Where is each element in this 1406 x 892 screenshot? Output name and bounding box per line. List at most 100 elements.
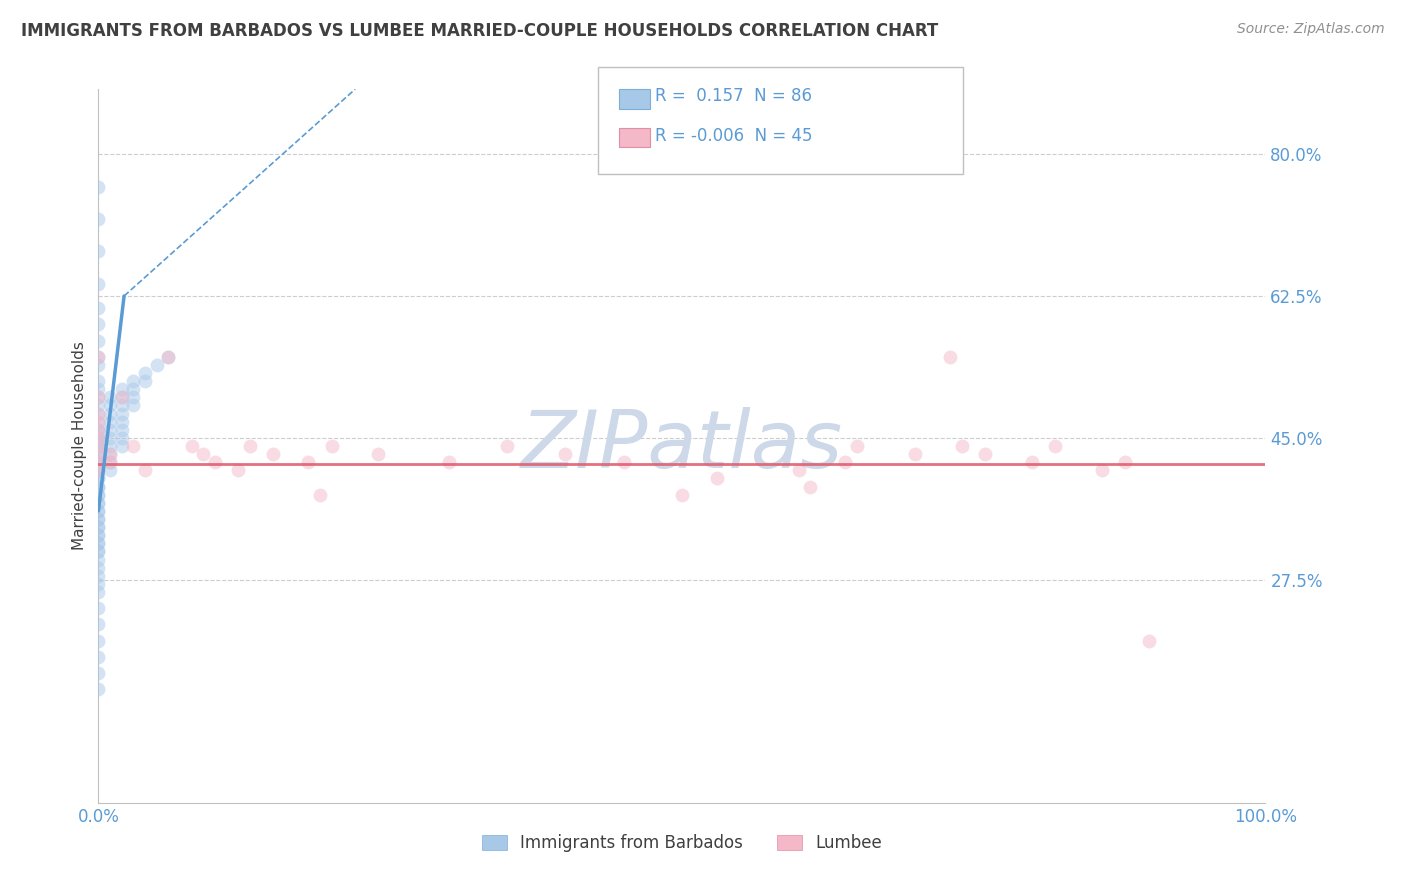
Point xyxy=(87,601,110,615)
Point xyxy=(87,423,110,437)
Point xyxy=(111,390,134,404)
Point xyxy=(111,390,134,404)
Point xyxy=(950,439,973,453)
Point xyxy=(98,399,121,413)
Point xyxy=(846,439,869,453)
Point xyxy=(134,366,156,380)
Point xyxy=(799,479,821,493)
Point xyxy=(87,415,110,429)
Point xyxy=(87,179,110,194)
Point xyxy=(98,463,121,477)
Point xyxy=(204,455,226,469)
Point xyxy=(87,390,110,404)
Point xyxy=(87,479,110,493)
Point xyxy=(98,415,121,429)
Point xyxy=(87,528,110,542)
Point xyxy=(87,649,110,664)
Point xyxy=(939,350,962,364)
Point xyxy=(87,471,110,485)
Point xyxy=(87,666,110,681)
Point xyxy=(180,439,202,453)
Point xyxy=(122,439,145,453)
Point xyxy=(87,633,110,648)
Point xyxy=(437,455,460,469)
Point xyxy=(111,399,134,413)
Point xyxy=(111,431,134,445)
Point xyxy=(87,431,110,445)
Point xyxy=(87,504,110,518)
Point xyxy=(87,544,110,558)
Point xyxy=(87,439,110,453)
Point xyxy=(87,358,110,372)
Point xyxy=(87,415,110,429)
Point xyxy=(98,455,121,469)
Point xyxy=(98,455,121,469)
Point xyxy=(87,439,110,453)
Point xyxy=(87,431,110,445)
Point xyxy=(87,568,110,582)
Point xyxy=(706,471,728,485)
Point xyxy=(787,463,810,477)
Point xyxy=(87,577,110,591)
Point xyxy=(496,439,519,453)
Point xyxy=(1114,455,1136,469)
Text: IMMIGRANTS FROM BARBADOS VS LUMBEE MARRIED-COUPLE HOUSEHOLDS CORRELATION CHART: IMMIGRANTS FROM BARBADOS VS LUMBEE MARRI… xyxy=(21,22,938,40)
Point xyxy=(111,415,134,429)
Point xyxy=(87,488,110,502)
Point xyxy=(87,479,110,493)
Point xyxy=(1091,463,1114,477)
Point xyxy=(87,520,110,534)
Point xyxy=(1021,455,1043,469)
Point xyxy=(87,277,110,291)
Point xyxy=(87,536,110,550)
Point xyxy=(87,585,110,599)
Legend: Immigrants from Barbados, Lumbee: Immigrants from Barbados, Lumbee xyxy=(475,828,889,859)
Point xyxy=(87,520,110,534)
Point xyxy=(87,455,110,469)
Point xyxy=(122,390,145,404)
Point xyxy=(146,358,169,372)
Point xyxy=(87,211,110,226)
Point xyxy=(87,463,110,477)
Point xyxy=(87,455,110,469)
Point xyxy=(87,423,110,437)
Point xyxy=(134,463,156,477)
Point xyxy=(87,382,110,396)
Point xyxy=(87,301,110,315)
Point xyxy=(87,528,110,542)
Text: ZIPatlas: ZIPatlas xyxy=(520,407,844,485)
Point xyxy=(98,447,121,461)
Point xyxy=(87,399,110,413)
Y-axis label: Married-couple Households: Married-couple Households xyxy=(72,342,87,550)
Point xyxy=(87,350,110,364)
Point xyxy=(87,463,110,477)
Point xyxy=(87,512,110,526)
Point xyxy=(87,431,110,445)
Point xyxy=(613,455,636,469)
Point xyxy=(87,552,110,566)
Text: R = -0.006  N = 45: R = -0.006 N = 45 xyxy=(655,127,813,145)
Point xyxy=(98,447,121,461)
Point xyxy=(157,350,180,364)
Text: Source: ZipAtlas.com: Source: ZipAtlas.com xyxy=(1237,22,1385,37)
Point xyxy=(554,447,576,461)
Point xyxy=(309,488,332,502)
Point xyxy=(87,334,110,348)
Point xyxy=(87,439,110,453)
Point xyxy=(98,431,121,445)
Point xyxy=(87,390,110,404)
Point xyxy=(87,244,110,259)
Point xyxy=(111,439,134,453)
Point xyxy=(228,463,250,477)
Point xyxy=(122,399,145,413)
Point xyxy=(87,447,110,461)
Point xyxy=(111,382,134,396)
Point xyxy=(1045,439,1067,453)
Point xyxy=(87,374,110,388)
Point xyxy=(98,407,121,421)
Point xyxy=(87,463,110,477)
Point xyxy=(834,455,856,469)
Point xyxy=(87,350,110,364)
Point xyxy=(321,439,343,453)
Point xyxy=(87,512,110,526)
